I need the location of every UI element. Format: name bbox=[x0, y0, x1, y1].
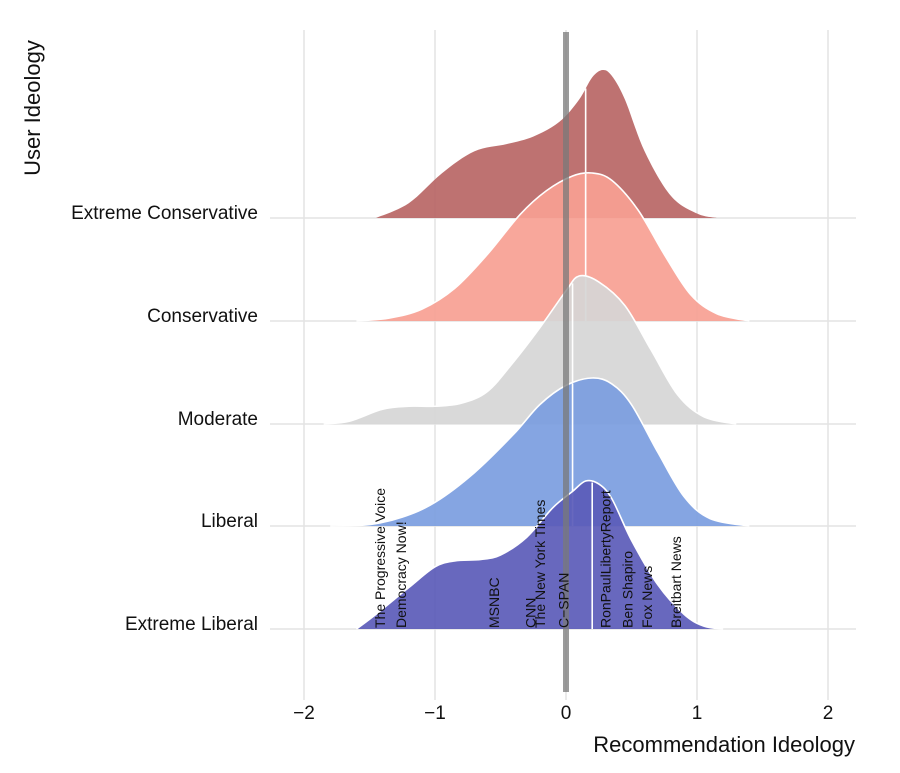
outlet-label: C−SPAN bbox=[555, 573, 571, 628]
ridge-outline bbox=[356, 171, 750, 322]
y-tick-label: Liberal bbox=[201, 511, 258, 532]
ridge-fill bbox=[330, 377, 750, 526]
ridge-conservative bbox=[356, 171, 750, 322]
x-tick-label: −1 bbox=[424, 703, 446, 724]
x-tick-label: 2 bbox=[823, 703, 834, 724]
outlet-label: Democracy Now! bbox=[393, 521, 409, 628]
y-tick-label: Extreme Conservative bbox=[71, 203, 258, 224]
ridge-fill bbox=[376, 69, 717, 219]
x-tick-labels: −2 −1 0 1 2 bbox=[293, 703, 833, 724]
x-tick-label: −2 bbox=[293, 703, 315, 724]
ridge-fill bbox=[356, 172, 750, 321]
y-tick-label: Conservative bbox=[147, 306, 258, 327]
outlet-label: CNN bbox=[523, 598, 539, 628]
outlet-label: Breitbart News bbox=[668, 536, 684, 628]
x-tick-label: 0 bbox=[561, 703, 572, 724]
ridge-fill bbox=[323, 275, 737, 424]
y-tick-label: Extreme Liberal bbox=[125, 614, 258, 635]
y-axis-title: User Ideology bbox=[20, 40, 45, 176]
x-tick-label: 1 bbox=[692, 703, 703, 724]
outlet-label: Ben Shapiro bbox=[620, 551, 636, 628]
ridge-fill bbox=[356, 480, 724, 629]
outlet-label: MSNBC bbox=[486, 577, 502, 628]
y-tick-labels: Extreme Liberal Liberal Moderate Conservati… bbox=[71, 203, 258, 635]
outlet-label: The Progressive Voice bbox=[372, 488, 388, 628]
outlet-label: RonPaulLibertyReport bbox=[597, 490, 613, 628]
density-ridges bbox=[323, 69, 750, 630]
ridge-outline bbox=[323, 274, 737, 425]
outlet-label: Fox News bbox=[639, 566, 655, 628]
y-tick-label: Moderate bbox=[178, 409, 258, 430]
outlet-label: The New York Times bbox=[532, 500, 548, 628]
outlet-labels: The Progressive Voice Democracy Now! MSNBC… bbox=[372, 488, 684, 628]
x-axis-title: Recommendation Ideology bbox=[593, 732, 855, 757]
